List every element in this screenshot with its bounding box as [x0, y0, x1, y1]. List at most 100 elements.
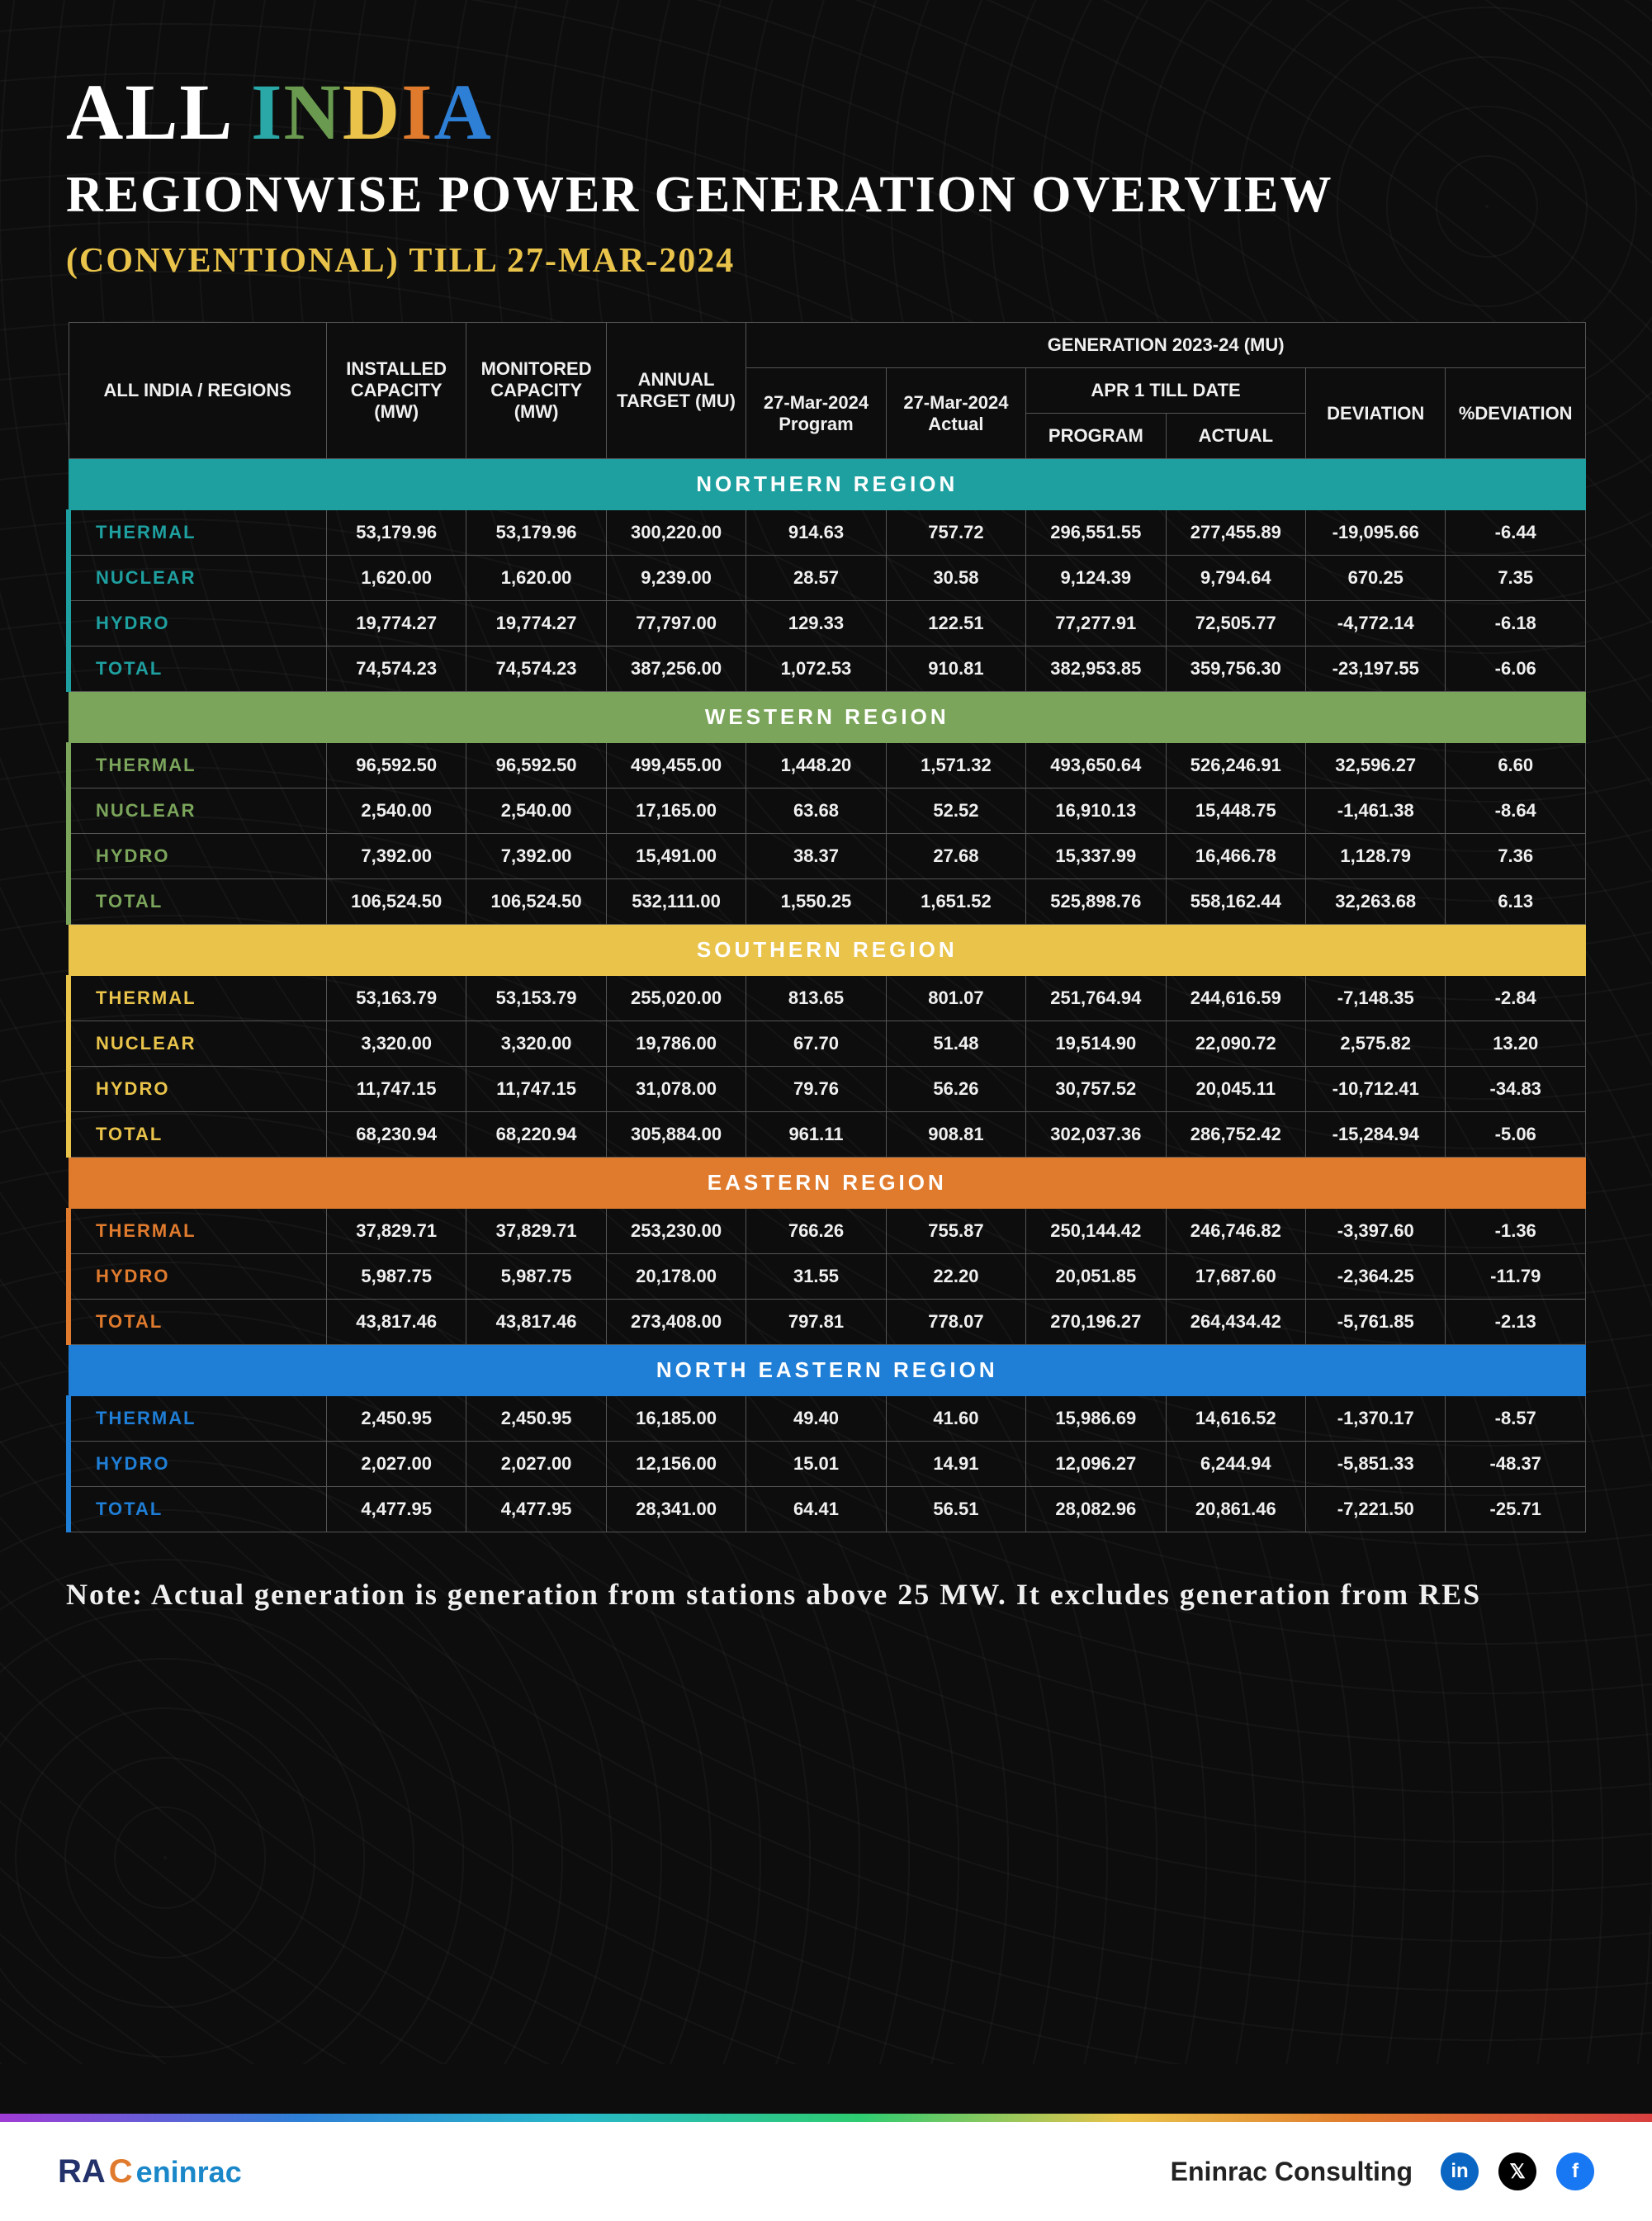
cell: 56.51	[886, 1487, 1025, 1532]
cell: 15.01	[746, 1442, 886, 1487]
cell: 31,078.00	[606, 1067, 746, 1112]
cell: 53,163.79	[326, 976, 466, 1021]
cell: -19,095.66	[1306, 510, 1446, 556]
cell: 96,592.50	[466, 743, 606, 788]
rainbow-divider	[0, 2114, 1652, 2122]
cell: 19,774.27	[466, 601, 606, 646]
cell: 16,185.00	[606, 1396, 746, 1442]
col-apr-actual: ACTUAL	[1166, 414, 1305, 459]
linkedin-icon[interactable]: in	[1441, 2152, 1479, 2190]
table-row: THERMAL96,592.5096,592.50499,455.001,448…	[69, 743, 1586, 788]
cell: 250,144.42	[1026, 1209, 1166, 1254]
cell: 20,861.46	[1166, 1487, 1305, 1532]
cell: 251,764.94	[1026, 976, 1166, 1021]
col-regions: ALL INDIA / REGIONS	[69, 323, 326, 459]
company-name: Eninrac Consulting	[1171, 2157, 1413, 2187]
col-installed: INSTALLED CAPACITY (MW)	[326, 323, 466, 459]
cell: 72,505.77	[1166, 601, 1305, 646]
cell: 6.60	[1446, 743, 1586, 788]
cell: 22.20	[886, 1254, 1025, 1300]
cell: 63.68	[746, 788, 886, 834]
cell: 15,448.75	[1166, 788, 1305, 834]
logo-ra: RA	[58, 2153, 106, 2190]
main-table: ALL INDIA / REGIONS INSTALLED CAPACITY (…	[66, 322, 1586, 1532]
table-row: TOTAL68,230.9468,220.94305,884.00961.119…	[69, 1112, 1586, 1158]
cell: 499,455.00	[606, 743, 746, 788]
cell: 910.81	[886, 646, 1025, 692]
cell: 56.26	[886, 1067, 1025, 1112]
footer-logo: RACeninrac	[58, 2153, 242, 2190]
cell: 19,786.00	[606, 1021, 746, 1067]
cell: 286,752.42	[1166, 1112, 1305, 1158]
cell: 757.72	[886, 510, 1025, 556]
table-row: TOTAL43,817.4643,817.46273,408.00797.817…	[69, 1300, 1586, 1345]
cell: 28.57	[746, 556, 886, 601]
cell: 16,466.78	[1166, 834, 1305, 879]
cell: 382,953.85	[1026, 646, 1166, 692]
cell: 5,987.75	[326, 1254, 466, 1300]
cell: 20,051.85	[1026, 1254, 1166, 1300]
title-block: ALL INDIA REGIONWISE POWER GENERATION OV…	[66, 66, 1586, 281]
col-day-program: 27-Mar-2024 Program	[746, 368, 886, 459]
table-row: THERMAL37,829.7137,829.71253,230.00766.2…	[69, 1209, 1586, 1254]
cell: 53,179.96	[326, 510, 466, 556]
cell: -6.44	[1446, 510, 1586, 556]
table-row: NUCLEAR1,620.001,620.009,239.0028.5730.5…	[69, 556, 1586, 601]
cell: -34.83	[1446, 1067, 1586, 1112]
table-row: THERMAL2,450.952,450.9516,185.0049.4041.…	[69, 1396, 1586, 1442]
region-header: WESTERN REGION	[69, 692, 1586, 743]
col-apr-program: PROGRAM	[1026, 414, 1166, 459]
cell: -2.84	[1446, 976, 1586, 1021]
col-pct-deviation: %DEVIATION	[1446, 368, 1586, 459]
cell: 17,687.60	[1166, 1254, 1305, 1300]
cell: 1,571.32	[886, 743, 1025, 788]
facebook-icon[interactable]: f	[1556, 2152, 1594, 2190]
cell: 32,263.68	[1306, 879, 1446, 925]
table-row: TOTAL74,574.2374,574.23387,256.001,072.5…	[69, 646, 1586, 692]
cell: 7.35	[1446, 556, 1586, 601]
cell: 7,392.00	[466, 834, 606, 879]
region-header: NORTH EASTERN REGION	[69, 1345, 1586, 1396]
cell: 96,592.50	[326, 743, 466, 788]
col-annual: ANNUAL TARGET (MU)	[606, 323, 746, 459]
row-label-hydro: HYDRO	[69, 1442, 326, 1487]
row-label-hydro: HYDRO	[69, 1254, 326, 1300]
cell: -5,851.33	[1306, 1442, 1446, 1487]
cell: 778.07	[886, 1300, 1025, 1345]
cell: -8.64	[1446, 788, 1586, 834]
cell: 264,434.42	[1166, 1300, 1305, 1345]
cell: -25.71	[1446, 1487, 1586, 1532]
cell: 20,178.00	[606, 1254, 746, 1300]
cell: 11,747.15	[466, 1067, 606, 1112]
cell: 359,756.30	[1166, 646, 1305, 692]
region-header: SOUTHERN REGION	[69, 925, 1586, 976]
region-name: NORTHERN REGION	[69, 459, 1586, 510]
cell: 5,987.75	[466, 1254, 606, 1300]
cell: 273,408.00	[606, 1300, 746, 1345]
cell: 7.36	[1446, 834, 1586, 879]
row-label-nuclear: NUCLEAR	[69, 556, 326, 601]
cell: 1,651.52	[886, 879, 1025, 925]
cell: 68,230.94	[326, 1112, 466, 1158]
cell: -2,364.25	[1306, 1254, 1446, 1300]
cell: 670.25	[1306, 556, 1446, 601]
region-name: WESTERN REGION	[69, 692, 1586, 743]
table-row: THERMAL53,179.9653,179.96300,220.00914.6…	[69, 510, 1586, 556]
cell: 43,817.46	[466, 1300, 606, 1345]
cell: 41.60	[886, 1396, 1025, 1442]
table-row: HYDRO7,392.007,392.0015,491.0038.3727.68…	[69, 834, 1586, 879]
cell: 11,747.15	[326, 1067, 466, 1112]
cell: 77,277.91	[1026, 601, 1166, 646]
cell: -11.79	[1446, 1254, 1586, 1300]
cell: 1,620.00	[466, 556, 606, 601]
cell: -5.06	[1446, 1112, 1586, 1158]
cell: -10,712.41	[1306, 1067, 1446, 1112]
cell: 1,550.25	[746, 879, 886, 925]
cell: 17,165.00	[606, 788, 746, 834]
x-icon[interactable]: 𝕏	[1498, 2152, 1536, 2190]
cell: 67.70	[746, 1021, 886, 1067]
cell: 22,090.72	[1166, 1021, 1305, 1067]
cell: 1,448.20	[746, 743, 886, 788]
cell: 20,045.11	[1166, 1067, 1305, 1112]
cell: 493,650.64	[1026, 743, 1166, 788]
